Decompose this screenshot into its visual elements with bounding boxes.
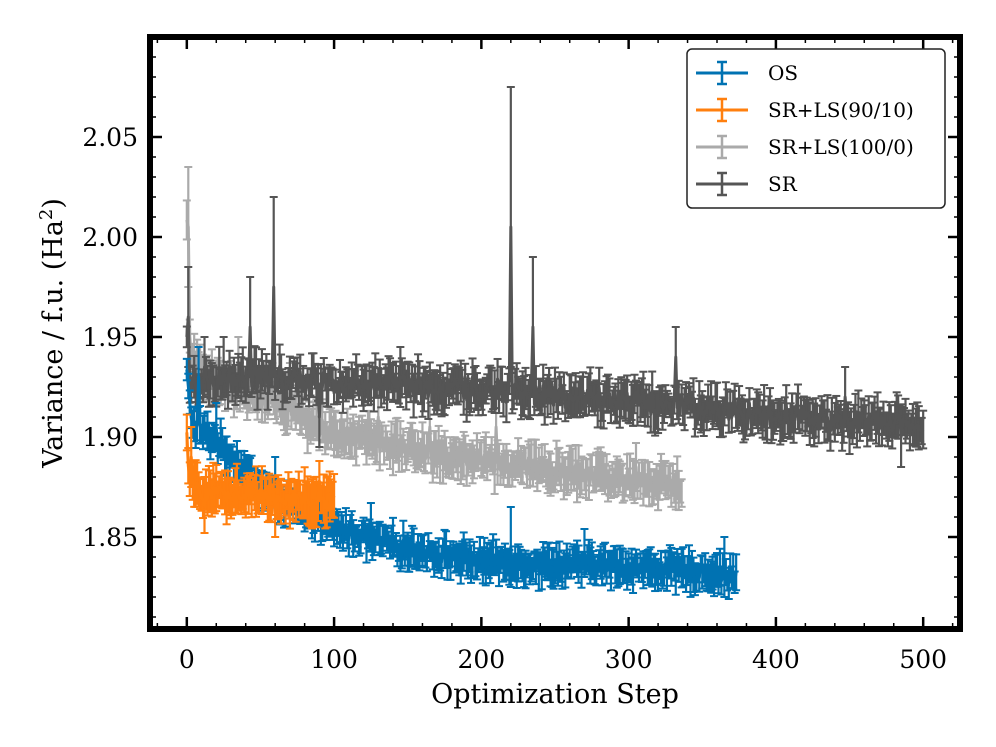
legend-label: SR (768, 172, 798, 196)
x-axis-label: Optimization Step (431, 679, 679, 710)
y-axis-label: Variance / f.u. (Ha2) (36, 198, 69, 469)
series-SR+LS(90/10) (182, 413, 339, 538)
series-layer (182, 86, 928, 600)
x-tick-label: 500 (899, 645, 947, 674)
y-axis-label-close: ) (38, 198, 69, 209)
legend-entry: SR+LS(90/10) (696, 97, 914, 123)
y-axis-label-sup: 2 (36, 209, 57, 220)
y-axis-label-main: Variance / f.u. (Ha (38, 220, 69, 469)
series-line (185, 432, 336, 515)
x-tick-label: 300 (605, 645, 653, 674)
y-tick-label: 1.90 (82, 423, 138, 452)
y-tick-label: 2.05 (82, 123, 138, 152)
series-SR (182, 86, 928, 468)
legend-entry: SR (696, 171, 798, 197)
y-tick-label: 1.95 (82, 323, 138, 352)
x-tick-label: 400 (752, 645, 800, 674)
series-line (185, 219, 683, 497)
legend-entry: OS (696, 60, 798, 86)
legend-label: SR+LS(90/10) (768, 98, 914, 122)
series-OS (182, 346, 741, 600)
ticks-layer: 0 100 200 300 400 500 1.85 1.90 1.95 2.00 2.05 (82, 37, 960, 674)
legend: OS SR+LS(90/10) SR+LS(100/0) SR (686, 48, 946, 209)
legend-entry: SR+LS(100/0) (696, 134, 914, 160)
series-SR+LS(100/0) (182, 166, 686, 512)
legend-box (686, 48, 946, 209)
plot-frame (147, 34, 963, 632)
x-tick-label: 100 (310, 645, 358, 674)
legend-label: SR+LS(100/0) (768, 135, 914, 159)
legend-label: OS (768, 61, 798, 85)
legend-entries: OS SR+LS(90/10) SR+LS(100/0) SR (696, 60, 914, 197)
y-tick-label: 1.85 (82, 523, 138, 552)
x-tick-label: 0 (179, 645, 195, 674)
x-tick-label: 200 (458, 645, 506, 674)
y-tick-label: 2.00 (82, 223, 138, 252)
series-line (185, 225, 925, 439)
